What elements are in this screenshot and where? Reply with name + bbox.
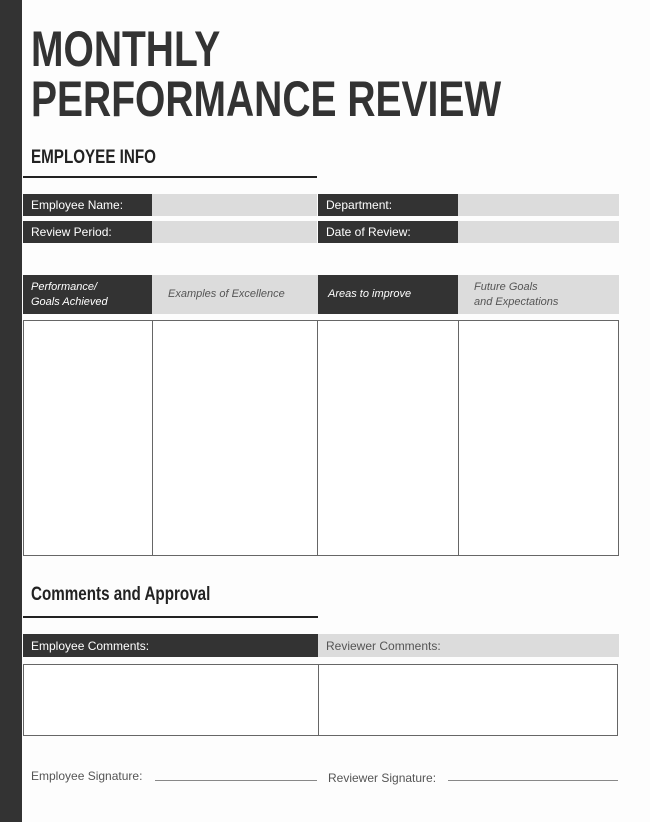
title-line-2: PERFORMANCE REVIEW (31, 71, 502, 127)
improve-cell[interactable] (318, 321, 458, 555)
employee-signature-label: Employee Signature: (31, 769, 143, 783)
employee-comments-label: Employee Comments: (23, 634, 318, 657)
header-text: and Expectations (474, 295, 559, 308)
column-divider (152, 320, 153, 556)
column-header-improve: Areas to improve (318, 275, 458, 314)
column-header-performance: Performance/ Goals Achieved (23, 275, 152, 314)
date-of-review-field[interactable] (458, 221, 619, 243)
sidebar-bar (0, 0, 22, 822)
reviewer-signature-line[interactable] (448, 780, 618, 781)
column-divider (318, 664, 319, 736)
comments-heading: Comments and Approval (31, 584, 211, 605)
column-divider (458, 320, 459, 556)
header-text: Future Goals (474, 280, 538, 293)
header-text: Areas to improve (328, 288, 412, 300)
department-field[interactable] (458, 194, 619, 216)
performance-cell[interactable] (24, 321, 152, 555)
divider (23, 176, 317, 178)
header-text: Performance/ (31, 280, 98, 293)
reviewer-signature-label: Reviewer Signature: (328, 771, 437, 785)
excellence-cell[interactable] (153, 321, 317, 555)
header-text: Goals Achieved (31, 295, 108, 308)
employee-signature-line[interactable] (155, 780, 317, 781)
employee-name-field[interactable] (152, 194, 317, 216)
header-text: Examples of Excellence (168, 288, 285, 300)
column-header-future-goals: Future Goals and Expectations (458, 275, 619, 314)
comments-box (23, 664, 618, 736)
department-label: Department: (318, 194, 458, 216)
page-title: MONTHLY PERFORMANCE REVIEW (31, 24, 501, 124)
column-divider (317, 320, 318, 556)
reviewer-comments-label: Reviewer Comments: (318, 634, 619, 657)
divider (23, 616, 318, 618)
column-header-excellence: Examples of Excellence (152, 275, 318, 314)
employee-name-label: Employee Name: (23, 194, 152, 216)
employee-info-heading: EMPLOYEE INFO (31, 147, 156, 168)
future-goals-cell[interactable] (459, 321, 618, 555)
review-period-label: Review Period: (23, 221, 152, 243)
review-table-body (23, 320, 619, 556)
title-line-1: MONTHLY (31, 21, 221, 77)
employee-comments-input[interactable] (24, 665, 317, 735)
review-period-field[interactable] (152, 221, 317, 243)
reviewer-comments-input[interactable] (319, 665, 617, 735)
date-of-review-label: Date of Review: (318, 221, 458, 243)
